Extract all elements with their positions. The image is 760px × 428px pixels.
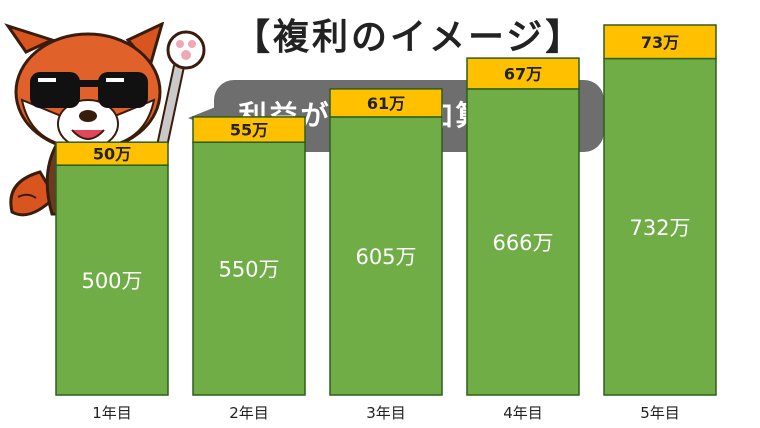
chart-plot-area: 500万 50万 1年目 550万 55万 2年目 605万 61万 3年目 666万 67万 4年目… bbox=[55, 24, 717, 422]
x-category-label: 5年目 bbox=[640, 404, 680, 422]
interest-bar bbox=[329, 88, 443, 118]
interest-value-label: 61万 bbox=[367, 94, 405, 113]
principal-value-label: 605万 bbox=[355, 245, 416, 269]
principal-value-label: 666万 bbox=[492, 231, 553, 255]
interest-value-label: 73万 bbox=[641, 33, 679, 52]
x-category-label: 3年目 bbox=[366, 404, 406, 422]
principal-value-label: 550万 bbox=[218, 258, 279, 282]
interest-bar bbox=[192, 116, 306, 143]
principal-bar bbox=[603, 57, 717, 396]
red-panda-with-sunglasses-icon bbox=[4, 22, 206, 217]
principal-value-label: 732万 bbox=[629, 216, 690, 240]
interest-bar bbox=[603, 24, 717, 60]
interest-bar bbox=[55, 141, 169, 166]
principal-bar bbox=[55, 164, 169, 396]
x-category-label: 1年目 bbox=[92, 404, 132, 422]
x-category-label: 2年目 bbox=[229, 404, 269, 422]
page-title: 【複利のイメージ】 bbox=[234, 17, 585, 58]
interest-value-label: 55万 bbox=[230, 121, 268, 140]
interest-bar bbox=[466, 57, 580, 90]
principal-bar bbox=[466, 88, 580, 396]
interest-value-label: 67万 bbox=[504, 64, 542, 83]
principal-value-label: 500万 bbox=[81, 269, 142, 293]
interest-value-label: 50万 bbox=[93, 145, 131, 164]
x-category-label: 4年目 bbox=[503, 404, 543, 422]
